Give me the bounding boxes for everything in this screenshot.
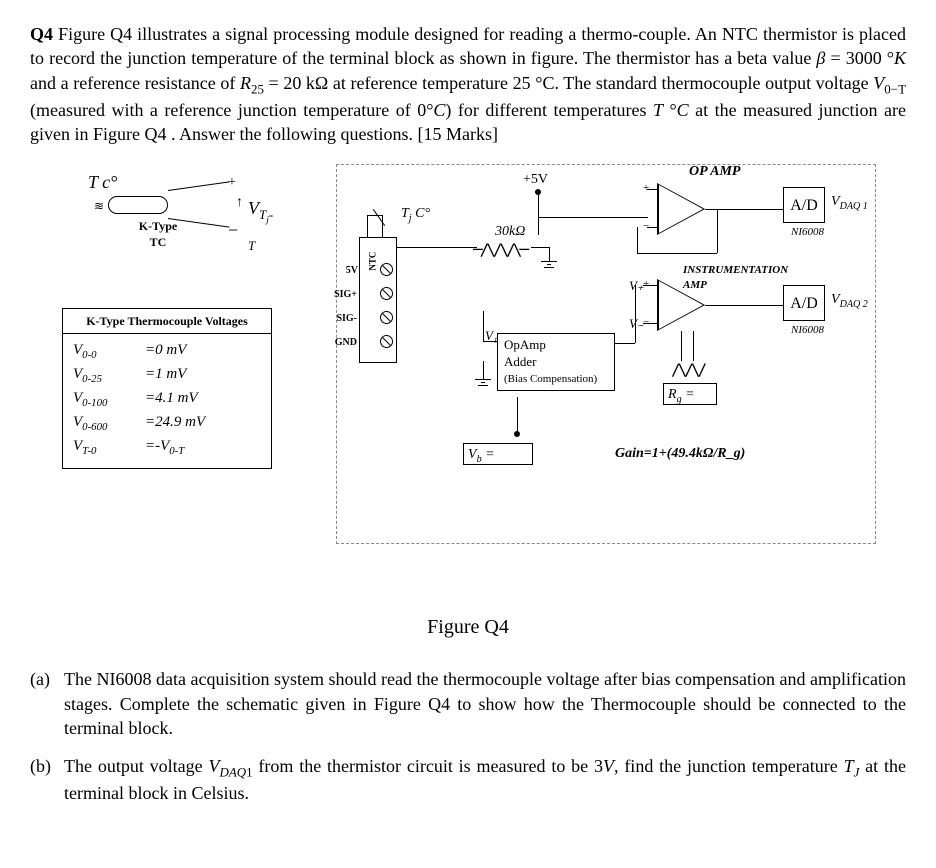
ntc-label: NTC: [366, 252, 378, 271]
tj-label: Tj C°: [401, 205, 430, 225]
voltage-table-title: K-Type Thermocouple Voltages: [63, 309, 271, 334]
vtjt-label: VTj-T: [248, 196, 276, 254]
question-paragraph: Q4 Figure Q4 illustrates a signal proces…: [30, 22, 906, 146]
resistor-icon: ─/\/\/\─: [473, 239, 526, 261]
tc-bead: [108, 196, 168, 214]
table-row: V0-600=24.9 mV: [73, 412, 261, 436]
terminal-label: SIG-: [331, 312, 357, 326]
table-row: V0-0=0 mV: [73, 340, 261, 364]
rg-input[interactable]: Rg =: [663, 383, 717, 405]
vdaq1-label: VDAQ 1: [831, 193, 868, 213]
gain-formula: Gain=1+(49.4kΩ/R_g): [615, 445, 745, 464]
tc-heat-icon: ≋: [94, 198, 108, 212]
v1-label: V₁: [485, 327, 497, 345]
adder-box: OpAmp Adder (Bias Compensation): [497, 333, 615, 390]
gain-resistor-icon: /\/\/: [671, 359, 704, 381]
terminal-label: 5V: [336, 264, 358, 278]
vb-input[interactable]: Vb =: [463, 443, 533, 465]
inamp-label: INSTRUMENTATION AMP: [683, 263, 788, 293]
question-body: Figure Q4 illustrates a signal processin…: [30, 24, 906, 144]
question-id: Q4: [30, 24, 53, 44]
ni6008-1: NI6008: [791, 225, 824, 240]
subpart-b: (b) The output voltage VDAQ1 from the th…: [30, 754, 906, 805]
minus-label: −: [228, 218, 238, 242]
ground-icon: [541, 261, 557, 268]
subpart-body: The NI6008 data acquisition system shoul…: [64, 667, 906, 740]
schematic-panel: +5V Tj C° NTC 5V SIG+ SIG- GND 30kΩ ─/\/…: [336, 164, 876, 544]
subpart-letter: (b): [30, 754, 64, 805]
terminal-label: SIG+: [331, 288, 357, 302]
supply-label: +5V: [523, 171, 548, 190]
ktype-label: K-Type TC: [128, 218, 188, 250]
vminus-label: V₋: [629, 315, 644, 333]
terminal-label: GND: [331, 336, 357, 350]
subpart-letter: (a): [30, 667, 64, 740]
ad2-box: A/D: [783, 285, 825, 321]
opamp1-label: OP AMP: [689, 163, 740, 182]
table-row: V0-25=1 mV: [73, 364, 261, 388]
subpart-a: (a) The NI6008 data acquisition system s…: [30, 667, 906, 740]
T-label: T c°: [88, 170, 117, 194]
vdaq2-label: VDAQ 2: [831, 291, 868, 311]
ad1-box: A/D: [783, 187, 825, 223]
figure-q4: T c° ≋ + − ↑ VTj-T K-Type TC K-Type Ther…: [58, 164, 878, 604]
tc-lead-plus: [168, 182, 230, 192]
ni6008-2: NI6008: [791, 323, 824, 338]
figure-caption: Figure Q4: [30, 614, 906, 641]
opamp1-icon: [657, 183, 705, 235]
node-dot: [514, 431, 520, 437]
vplus-label: V₊: [629, 277, 644, 295]
arrow-up-icon: ↑: [236, 194, 243, 213]
plus-label: +: [228, 174, 236, 193]
table-row: VT-0=-V0-T: [73, 436, 261, 460]
subpart-body: The output voltage VDAQ1 from the thermi…: [64, 754, 906, 805]
voltage-table: K-Type Thermocouple Voltages V0-0=0 mVV0…: [62, 308, 272, 469]
voltage-table-body: V0-0=0 mVV0-25=1 mVV0-100=4.1 mVV0-600=2…: [63, 334, 271, 468]
table-row: V0-100=4.1 mV: [73, 388, 261, 412]
ground-icon: [475, 379, 491, 386]
